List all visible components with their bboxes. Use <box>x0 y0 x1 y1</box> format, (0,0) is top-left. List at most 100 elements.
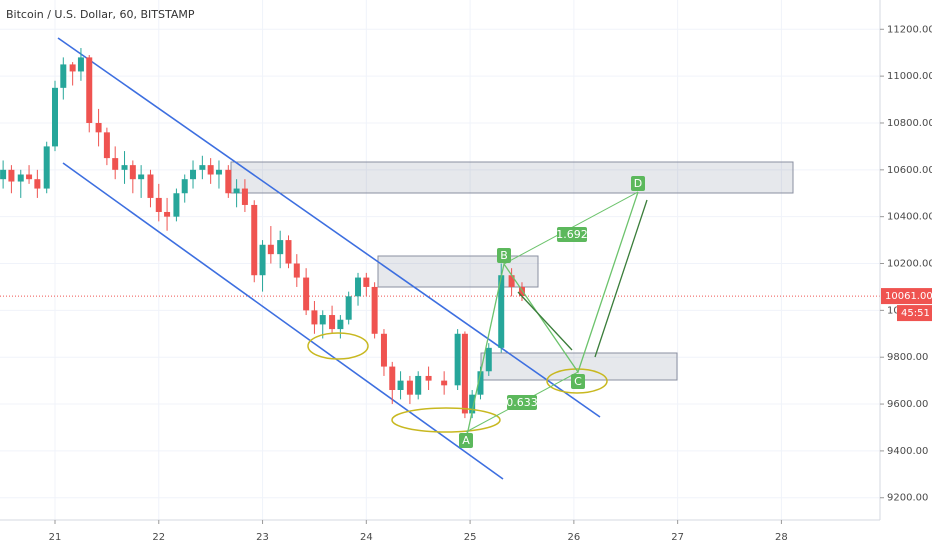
point-box <box>631 176 645 191</box>
y-tick-label: 9800.00 <box>887 352 928 363</box>
candle-body <box>311 310 318 325</box>
candle-body <box>293 263 300 278</box>
candle-body <box>303 277 310 311</box>
candle-body <box>485 347 492 372</box>
zone <box>230 161 794 194</box>
candle-body <box>225 169 232 194</box>
candle-body <box>415 375 422 395</box>
candle-body <box>77 57 84 72</box>
last-price-box <box>881 288 932 305</box>
candle-body <box>0 169 7 180</box>
candle-body <box>129 165 136 180</box>
pattern: 1.692 0.633 A B C D <box>307 176 648 448</box>
candle-body <box>52 87 58 147</box>
x-tick-label: 23 <box>256 532 269 543</box>
chart-title: Bitcoin / U.S. Dollar, 60, BITSTAMP <box>6 8 195 21</box>
countdown-label: 45:51 <box>901 308 930 319</box>
candle-body <box>173 193 180 217</box>
candle-body <box>469 394 476 414</box>
x-tick-label: 28 <box>775 532 788 543</box>
candle-body <box>397 380 404 390</box>
candle-body <box>267 244 274 255</box>
point-label: C <box>574 375 582 388</box>
candle-body <box>26 174 33 180</box>
candle-body <box>34 179 41 189</box>
candle-body <box>207 165 214 175</box>
candle-body <box>233 188 240 194</box>
candles <box>0 48 525 419</box>
candle-body <box>251 204 258 276</box>
point-label: A <box>462 434 470 447</box>
candle-body <box>60 64 67 88</box>
point-box <box>497 248 511 263</box>
point-box <box>571 374 585 389</box>
candle-body <box>425 375 432 381</box>
candle-body <box>138 174 145 180</box>
candle-body <box>337 319 344 330</box>
candle-body <box>518 286 525 297</box>
ratio-box <box>507 395 537 410</box>
candle-body <box>498 275 505 348</box>
candle-body <box>441 380 448 386</box>
price-axis <box>880 0 932 550</box>
channel-line <box>62 162 504 480</box>
point-label: B <box>500 249 508 262</box>
point-label: D <box>634 177 642 190</box>
candle-body <box>155 197 162 212</box>
candle-body <box>329 315 336 330</box>
point-box <box>459 433 473 448</box>
candle-body <box>363 277 370 287</box>
arrow <box>594 199 648 358</box>
drawings <box>57 37 794 480</box>
candle-body <box>121 165 128 170</box>
candle-body <box>371 286 378 334</box>
ellipse <box>307 332 369 360</box>
arrow <box>517 291 573 351</box>
candle-body <box>345 296 352 320</box>
y-tick-label: 9400.00 <box>887 446 928 457</box>
y-tick-label: 9200.00 <box>887 493 928 504</box>
candle-body <box>215 169 222 175</box>
candle-body <box>181 179 188 194</box>
candle-body <box>103 132 110 159</box>
x-tick-label: 25 <box>464 532 477 543</box>
y-tick-label: 10600.00 <box>887 165 932 176</box>
ellipse <box>391 407 501 433</box>
candle-body <box>112 158 119 170</box>
x-tick-label: 24 <box>360 532 373 543</box>
y-tick-label: 11200.00 <box>887 24 932 35</box>
candle-body <box>355 277 362 297</box>
x-tick-label: 27 <box>671 532 684 543</box>
candle-body <box>259 244 266 276</box>
x-tick-label: 22 <box>152 532 165 543</box>
y-tick-label: 10800.00 <box>887 118 932 129</box>
axes: 9200.009400.009600.009800.0010000.001020… <box>49 24 932 543</box>
ratio-box <box>557 227 587 242</box>
y-tick-label: 9600.00 <box>887 399 928 410</box>
x-tick-label: 26 <box>568 532 581 543</box>
candle-body <box>190 169 197 180</box>
channel-line <box>57 37 601 418</box>
candle-body <box>17 174 24 182</box>
ratio-label: 1.692 <box>556 228 588 241</box>
candle-body <box>241 188 248 205</box>
candle-body <box>380 333 387 367</box>
candle-body <box>8 169 15 182</box>
candle-body <box>454 333 461 386</box>
candle-body <box>199 165 206 170</box>
candle-body <box>406 380 413 395</box>
candle-body <box>319 315 326 325</box>
candle-body <box>86 57 93 123</box>
candle-body <box>95 122 102 133</box>
candle-body <box>508 275 515 287</box>
candle-body <box>285 240 292 264</box>
y-tick-label: 11000.00 <box>887 71 932 82</box>
candle-body <box>164 211 171 217</box>
y-tick-label: 10200.00 <box>887 259 932 270</box>
countdown-box <box>897 305 932 322</box>
candle-body <box>277 240 284 255</box>
candle-body <box>389 366 396 390</box>
ratio-label: 0.633 <box>506 396 538 409</box>
ellipse <box>546 368 608 394</box>
